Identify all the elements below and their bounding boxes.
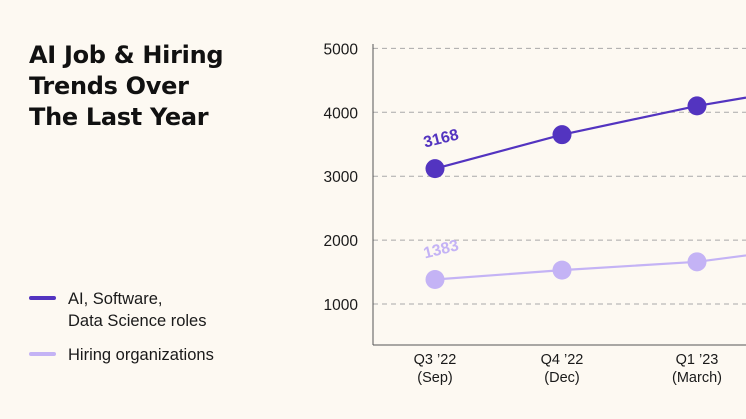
data-point-hiring-orgs-2 [552, 260, 572, 280]
legend-label-ai-roles-line-1: AI, Software, [68, 290, 163, 308]
x-tick-label-3: Q1 ’23 (March) [672, 352, 722, 386]
data-label-ai-roles: 3168 [422, 126, 461, 151]
legend-swatch-ai-roles [29, 296, 56, 300]
data-point-hiring-orgs-1 [425, 270, 445, 290]
series-line-ai-roles [434, 96, 746, 170]
y-tick-label-1000: 1000 [324, 297, 359, 314]
legend-item-hiring-orgs: Hiring organizations [29, 344, 214, 366]
y-tick-label-3000: 3000 [324, 169, 359, 186]
chart-legend: AI, Software, Data Science roles Hiring … [29, 288, 214, 366]
data-point-hiring-orgs-3 [687, 252, 707, 272]
title-line-3: The Last Year [29, 103, 209, 131]
x-tick-label-2: Q4 ’22 (Dec) [541, 352, 584, 386]
series-line-hiring-orgs [434, 254, 746, 281]
legend-label-ai-roles-line-2: Data Science roles [68, 312, 207, 330]
legend-swatch-hiring-orgs [29, 352, 56, 356]
x-tick-label-1: Q3 ’22 (Sep) [414, 352, 457, 386]
legend-label-hiring-orgs: Hiring organizations [68, 344, 214, 366]
title-line-2: Trends Over [29, 72, 189, 100]
page-title: AI Job & Hiring Trends Over The Last Yea… [29, 40, 259, 133]
y-tick-label-2000: 2000 [324, 233, 359, 250]
y-tick-label-4000: 4000 [324, 105, 359, 122]
data-point-ai-roles-3 [687, 96, 707, 116]
legend-label-ai-roles: AI, Software, Data Science roles [68, 288, 214, 332]
data-label-hiring-orgs: 1383 [422, 237, 461, 262]
data-point-ai-roles-2 [552, 125, 572, 145]
title-line-1: AI Job & Hiring [29, 41, 224, 69]
legend-label-hiring-orgs-line-1: Hiring organizations [68, 346, 214, 364]
data-point-ai-roles-1 [425, 159, 445, 179]
y-tick-label-5000: 5000 [324, 41, 359, 58]
legend-item-ai-roles: AI, Software, Data Science roles [29, 288, 214, 332]
